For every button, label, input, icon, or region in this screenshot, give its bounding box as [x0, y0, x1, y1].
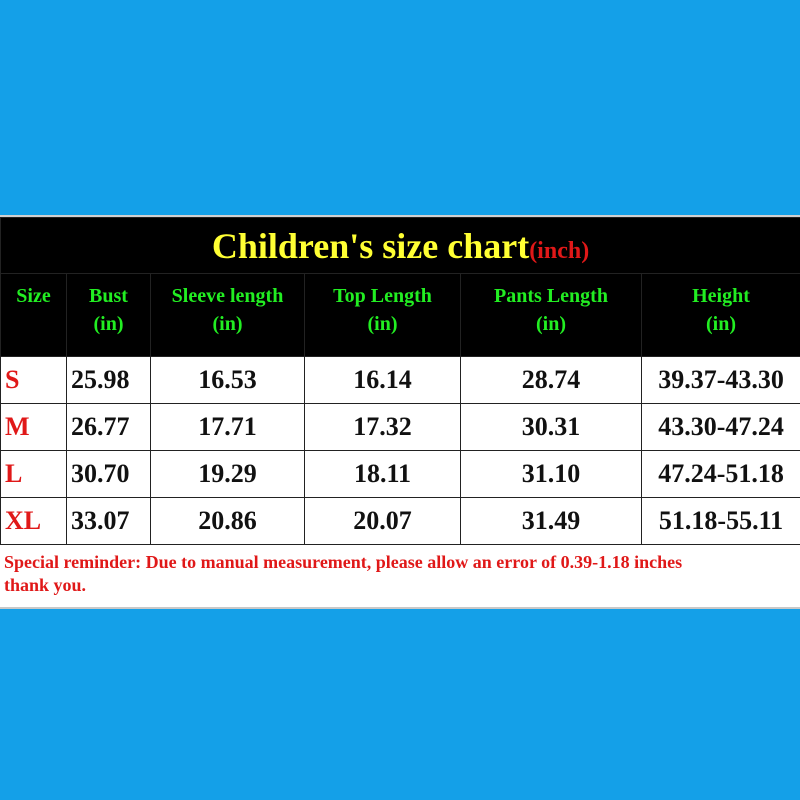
size-cell: XL [0, 497, 67, 545]
size-cell: L [0, 450, 67, 498]
value-cell: 43.30-47.24 [640, 403, 800, 451]
header-label: Height [692, 285, 750, 307]
value-cell: 30.31 [460, 403, 642, 451]
header-cell: Top Length (in) [304, 273, 461, 357]
size-table: Children's size chart(inch) Size Bust (in)… [0, 217, 800, 545]
data-row: L 30.70 19.29 18.11 31.10 47.24-51.18 [0, 450, 800, 498]
value-cell: 31.10 [460, 450, 642, 498]
header-cell: Height (in) [640, 273, 800, 357]
reminder-line: thank you. [4, 575, 87, 595]
value-cell: 33.07 [66, 497, 151, 545]
value-cell: 31.49 [460, 497, 642, 545]
title-row: Children's size chart(inch) [0, 217, 800, 274]
header-cell: Sleeve length (in) [150, 273, 305, 357]
header-unit: (in) [93, 313, 124, 335]
value-cell: 26.77 [66, 403, 151, 451]
value-cell: 28.74 [460, 356, 642, 404]
header-unit: (in) [536, 313, 566, 335]
value-cell: 51.18-55.11 [640, 497, 800, 545]
header-label: Size [16, 285, 51, 307]
data-row: M 26.77 17.71 17.32 30.31 43.30-47.24 [0, 403, 800, 451]
value-cell: 30.70 [66, 450, 151, 498]
size-cell: M [0, 403, 67, 451]
reminder-line: Special reminder: Due to manual measurem… [4, 552, 683, 572]
header-label: Bust [89, 285, 128, 307]
value-cell: 39.37-43.30 [640, 356, 800, 404]
header-cell: Pants Length (in) [460, 273, 642, 357]
value-cell: 25.98 [66, 356, 151, 404]
title-unit: (inch) [529, 237, 590, 264]
value-cell: 18.11 [304, 450, 461, 498]
header-label: Sleeve length [171, 285, 284, 307]
header-cell: Bust (in) [66, 273, 151, 357]
header-label: Top Length [333, 285, 432, 307]
title-cell: Children's size chart(inch) [0, 217, 800, 274]
header-label: Pants Length [494, 285, 608, 307]
data-row: S 25.98 16.53 16.14 28.74 39.37-43.30 [0, 356, 800, 404]
data-row: XL 33.07 20.86 20.07 31.49 51.18-55.11 [0, 497, 800, 545]
value-cell: 47.24-51.18 [640, 450, 800, 498]
header-unit: (in) [212, 313, 243, 335]
value-cell: 17.71 [150, 403, 305, 451]
value-cell: 19.29 [150, 450, 305, 498]
title: Children's size chart [211, 225, 530, 266]
header-unit: (in) [367, 313, 398, 335]
value-cell: 16.53 [150, 356, 305, 404]
value-cell: 20.86 [150, 497, 305, 545]
header-row: Size Bust (in) Sleeve length (in) Top Length (… [0, 273, 800, 357]
value-cell: 17.32 [304, 403, 461, 451]
size-cell: S [0, 356, 67, 404]
value-cell: 16.14 [304, 356, 461, 404]
value-cell: 20.07 [304, 497, 461, 545]
size-chart: Children's size chart(inch) Size Bust (in)… [0, 215, 800, 609]
reminder: Special reminder: Due to manual measurem… [0, 545, 800, 607]
header-unit: (in) [706, 313, 737, 335]
header-cell: Size [0, 273, 67, 357]
